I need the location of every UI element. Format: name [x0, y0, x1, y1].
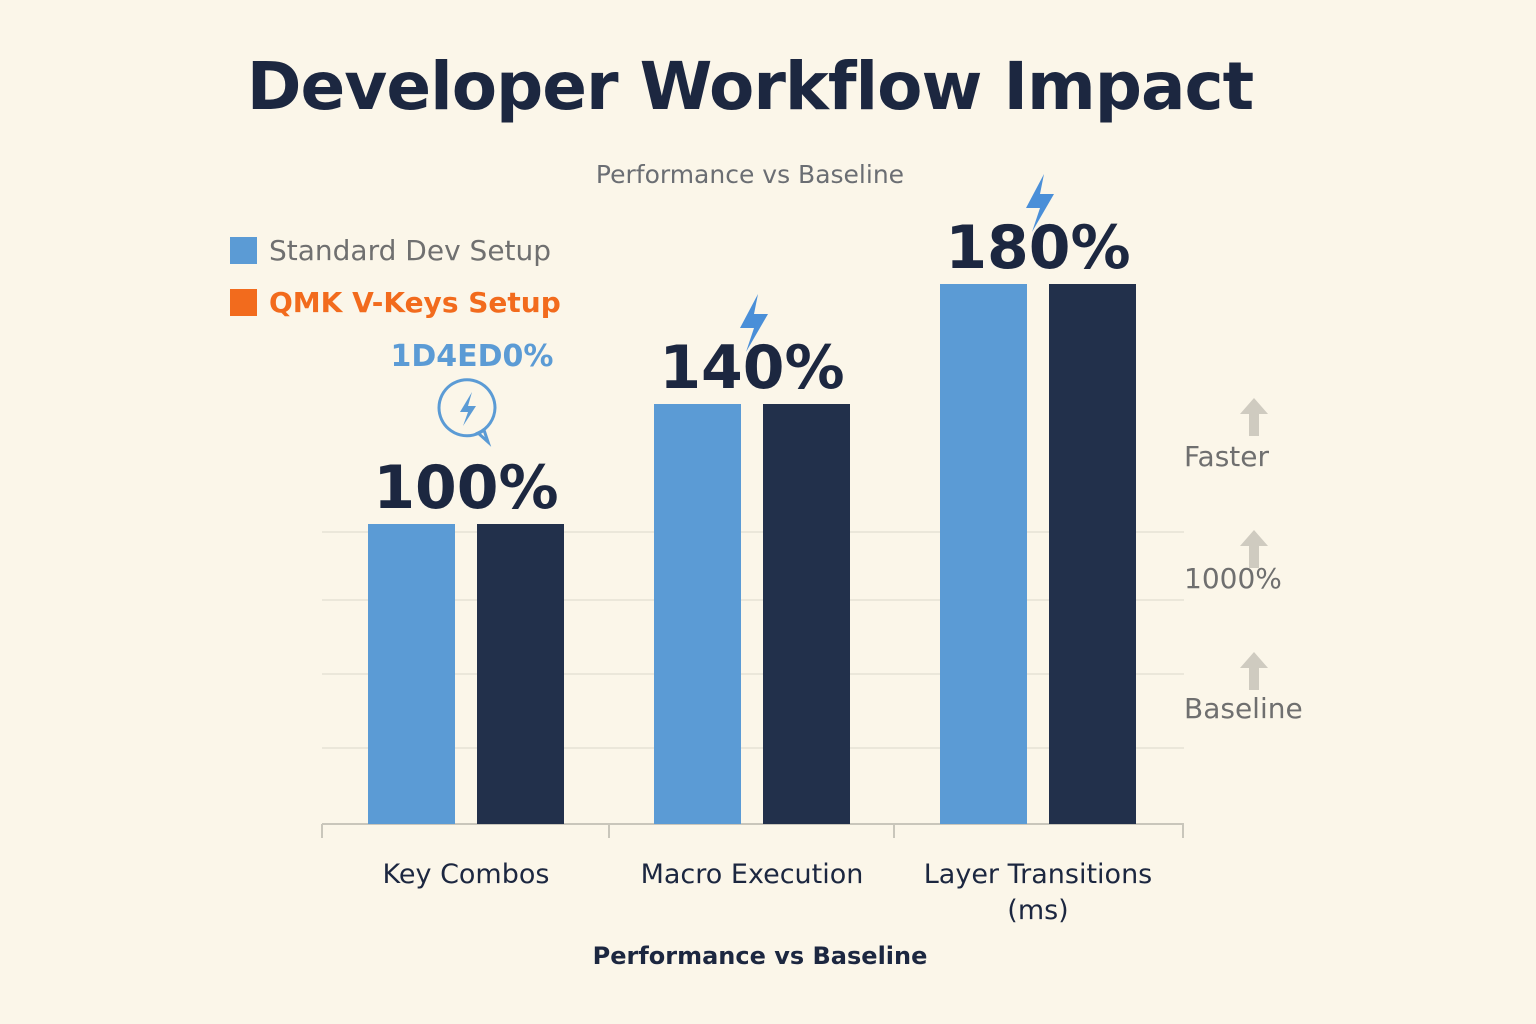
chart-subtitle: Performance vs Baseline: [595, 160, 905, 189]
category-label-0: Key Combos: [383, 859, 550, 890]
legend-label-standard: Standard Dev Setup: [269, 233, 552, 267]
legend-swatch-standard: [230, 236, 257, 264]
up-arrow-icon: [1240, 398, 1268, 436]
bar-2-0: [940, 284, 1027, 824]
side-label-mid: 1000%: [1184, 562, 1282, 595]
data-label-1: 140%: [659, 333, 844, 403]
legend: Standard Dev Setup QMK V-Keys Setup: [230, 224, 561, 328]
legend-label-qmk: QMK V-Keys Setup: [269, 285, 561, 319]
bar-1-1: [763, 404, 850, 824]
data-label-0: 100%: [373, 453, 558, 523]
lightning-icon: [740, 294, 768, 352]
chart-title: Developer Workflow Impact: [246, 48, 1254, 125]
data-label-2: 180%: [945, 213, 1130, 283]
bar-1-0: [654, 404, 741, 824]
legend-item-qmk: QMK V-Keys Setup: [230, 276, 561, 328]
up-arrow-icon: [1240, 652, 1268, 690]
legend-item-standard: Standard Dev Setup: [230, 224, 561, 276]
side-label-faster: Faster: [1184, 440, 1269, 473]
bar-2-1: [1049, 284, 1136, 824]
bar-0-1: [477, 524, 564, 824]
up-arrow-icon: [1240, 530, 1268, 568]
speech-bubble-icon: [437, 378, 497, 447]
lightning-icon: [460, 392, 476, 426]
category-label-2-line2: (ms): [1007, 895, 1068, 926]
legend-swatch-qmk: [230, 288, 257, 316]
bar-0-0: [368, 524, 455, 824]
x-axis-label: Performance vs Baseline: [592, 942, 928, 970]
category-label-2: Layer Transitions: [924, 859, 1153, 890]
category-label-1: Macro Execution: [641, 859, 864, 890]
lightning-icon: [1026, 174, 1054, 232]
side-label-baseline: Baseline: [1184, 692, 1303, 725]
annotation-text: 1D4ED0%: [391, 339, 554, 374]
